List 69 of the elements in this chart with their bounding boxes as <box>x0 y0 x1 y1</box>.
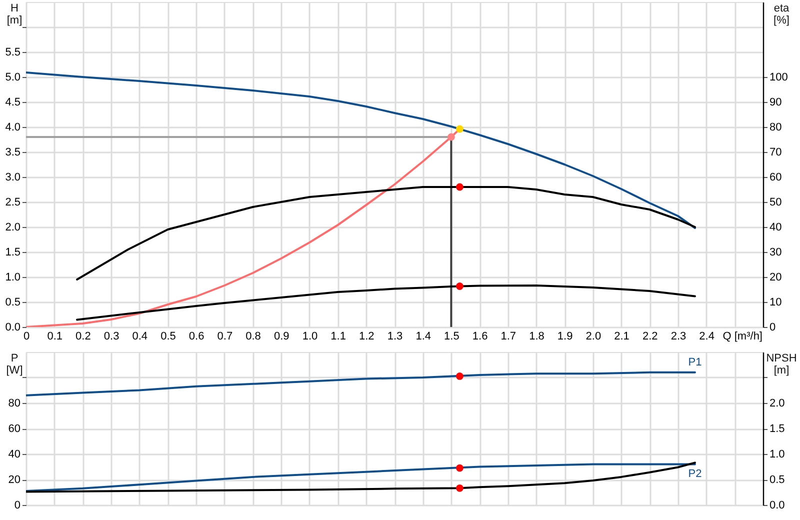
x-tick-label: 0.7 <box>217 330 233 342</box>
y-tick-label: 4.0 <box>5 122 20 134</box>
y2-tick-label: 80 <box>770 122 782 134</box>
y2-tick-label: 100 <box>770 72 788 84</box>
x-tick-label: 0.6 <box>188 330 204 342</box>
y2-tick-label: 20 <box>770 272 782 284</box>
y2-tick-label: 0.5 <box>770 474 785 486</box>
x-tick-label: 1.6 <box>472 330 488 342</box>
y-tick-label: 20 <box>8 474 20 486</box>
x-tick-label: 1.0 <box>302 330 318 342</box>
x-tick-label: 1.9 <box>557 330 573 342</box>
y-axis-title: P [W] <box>6 352 23 376</box>
y2-tick-label: 0 <box>770 322 776 334</box>
y-axis-title: H [m] <box>6 2 22 26</box>
x-tick-label: 0.3 <box>104 330 120 342</box>
y-tick-label: 2.5 <box>5 196 20 208</box>
x-axis-title: Q [m³/h] <box>722 330 762 342</box>
y2-tick-label: 1.0 <box>770 448 785 460</box>
y2-axis-title: eta [%] <box>774 2 790 26</box>
series-label: P2 <box>688 468 702 480</box>
x-tick-label: 1.2 <box>359 330 374 342</box>
x-tick-label: 1.5 <box>444 330 460 342</box>
y-tick-label: 80 <box>8 398 20 410</box>
x-tick-label: 1.1 <box>330 330 346 342</box>
y2-tick-label: 1.5 <box>770 423 785 435</box>
x-tick-label: 0.9 <box>274 330 290 342</box>
x-tick-label: 2.3 <box>670 330 686 342</box>
y2-tick-label: 0.0 <box>770 500 785 512</box>
x-tick-label: 1.7 <box>500 330 516 342</box>
x-tick-label: 2.2 <box>642 330 658 342</box>
y2-tick-label: 10 <box>770 296 782 308</box>
y-tick-label: 5.5 <box>5 46 20 58</box>
line-series <box>76 186 696 280</box>
y2-tick-label: 60 <box>770 172 782 184</box>
line-series <box>76 284 696 321</box>
y-tick-label: 3.5 <box>5 146 20 158</box>
y2-tick-label: 30 <box>770 246 782 258</box>
x-tick-label: 1.3 <box>387 330 403 342</box>
y2-tick-label: 90 <box>770 96 782 108</box>
y-tick-label: 60 <box>8 423 20 435</box>
x-tick-label: 0.2 <box>76 330 91 342</box>
y-tick-label: 3.0 <box>5 172 20 184</box>
x-tick-label: 0.4 <box>132 330 148 342</box>
y-tick-label: 4.5 <box>5 96 20 108</box>
y2-tick-label: 50 <box>770 196 782 208</box>
x-tick-label: 0.1 <box>47 330 62 342</box>
x-tick-label: 2.1 <box>614 330 630 342</box>
x-tick-label: 0 <box>23 330 30 342</box>
y2-axis-title: NPSH [m] <box>766 352 797 376</box>
y-tick-label: 40 <box>8 448 20 460</box>
y2-tick-label: 70 <box>770 146 782 158</box>
line-series <box>26 72 696 229</box>
y-tick-label: 1.0 <box>5 272 20 284</box>
x-tick-label: 0.8 <box>246 330 261 342</box>
y2-tick-label: 2.0 <box>770 398 785 410</box>
line-series <box>26 371 696 396</box>
x-tick-label: 1.8 <box>529 330 544 342</box>
y-tick-label: 0.5 <box>5 296 20 308</box>
y-tick-label: 0.0 <box>5 322 20 334</box>
y-tick-label: 0 <box>14 500 20 512</box>
x-tick-label: 2.0 <box>586 330 602 342</box>
x-tick-label: 2.4 <box>699 330 714 342</box>
x-tick-label: 1.4 <box>416 330 431 342</box>
series-label: P1 <box>688 356 702 368</box>
y-tick-label: 2.0 <box>5 222 20 234</box>
y2-tick-label: 40 <box>770 222 782 234</box>
y-tick-label: 1.5 <box>5 246 20 258</box>
x-tick-label: 0.5 <box>160 330 176 342</box>
y-tick-label: 5.0 <box>5 72 20 84</box>
